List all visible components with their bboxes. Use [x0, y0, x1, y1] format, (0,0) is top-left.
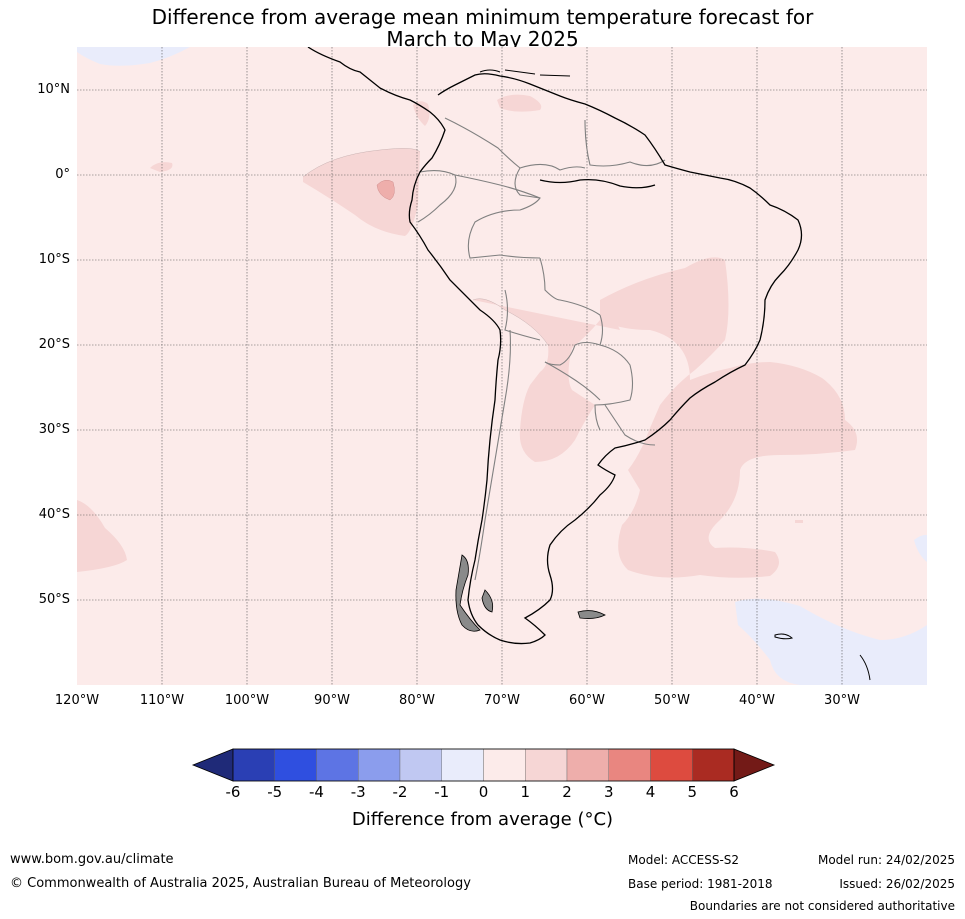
- warm-anomaly-region-caribbean: [497, 94, 542, 112]
- colorbar-tick-label: -1: [434, 783, 450, 801]
- graticule: [77, 47, 927, 685]
- colorbar-segment: [274, 748, 317, 782]
- footer-model: Model: ACCESS-S2: [628, 853, 740, 867]
- colorbar-segment: [650, 748, 693, 782]
- warm-anomaly-region-andes: [473, 298, 620, 462]
- footer-disclaimer: Boundaries are not considered authoritat…: [689, 899, 955, 913]
- colorbar-tick-label: -4: [309, 783, 324, 801]
- footer-model-run: Model run: 24/02/2025: [817, 853, 955, 867]
- warm-anomaly-region: [795, 520, 803, 523]
- longitude-label: 70°W: [484, 693, 520, 708]
- colorbar-segment: [525, 748, 568, 782]
- anomaly-contour: [472, 298, 549, 346]
- country-borders: [417, 117, 666, 581]
- colorbar-frame: [232, 748, 735, 782]
- colorbar-segment: [399, 748, 442, 782]
- colorbar-extend-low: [191, 748, 234, 782]
- colorbar-tick-label: -5: [267, 783, 283, 801]
- longitude-label: 120°W: [54, 693, 100, 708]
- longitude-label: 110°W: [139, 693, 185, 708]
- warm-anomaly-region: [150, 162, 173, 172]
- footer-base-period: Base period: 1981-2018: [628, 877, 773, 891]
- colorbar-segment: [358, 748, 401, 782]
- cool-anomaly-region: [914, 534, 927, 562]
- colorbar-tick-label: 1: [520, 783, 531, 801]
- colorbar-extend-high: [733, 748, 776, 782]
- coastline: [307, 47, 803, 645]
- map-title-line-2: March to May 2025: [386, 27, 579, 51]
- latitude-label: 50°S: [38, 592, 70, 607]
- colorbar-tick-label: -2: [392, 783, 408, 801]
- warm-anomaly-region-southeast-pacific: [77, 500, 127, 572]
- colorbar-tick-label: 5: [687, 783, 698, 801]
- footer-issued: Issued: 26/02/2025: [839, 877, 955, 891]
- warm-anomaly-region-brazil-atlantic: [600, 257, 858, 578]
- latitude-label: 20°S: [38, 337, 70, 352]
- footer-copyright: © Commonwealth of Australia 2025, Austra…: [10, 876, 471, 891]
- colorbar-label: Difference from average (°C): [351, 809, 614, 830]
- strong-warm-anomaly-spot: [376, 179, 395, 201]
- colorbar-segment: [566, 748, 609, 782]
- caribbean-coast: [479, 69, 571, 77]
- cool-anomaly-region: [735, 598, 927, 685]
- colorbar-segment: [232, 748, 275, 782]
- colorbar-segment: [608, 748, 651, 782]
- longitude-label: 90°W: [314, 693, 350, 708]
- longitude-label: 60°W: [569, 693, 605, 708]
- colorbar-tick-label: 0: [478, 783, 489, 801]
- colorbar-tick-label: -6: [225, 783, 241, 801]
- colorbar-segment: [692, 748, 735, 782]
- colorbar-segment: [441, 748, 484, 782]
- colorbar-segment: [483, 748, 526, 782]
- anomaly-contour: [302, 148, 421, 178]
- latitude-label: 40°S: [38, 507, 70, 522]
- colorbar-tick-label: 6: [729, 783, 739, 801]
- longitude-label: 40°W: [739, 693, 775, 708]
- colorbar: [191, 748, 776, 782]
- map-title-line-1: Difference from average mean minimum tem…: [151, 5, 814, 29]
- colorbar-tick-label: 3: [603, 783, 614, 801]
- colorbar-tick-label: -3: [350, 783, 366, 801]
- latitude-label: 10°N: [37, 82, 70, 97]
- cool-anomaly-region: [77, 47, 190, 66]
- patagonia-islands: [455, 554, 606, 632]
- latitude-label: 30°S: [38, 422, 70, 437]
- latitude-label: 10°S: [38, 252, 70, 267]
- longitude-label: 80°W: [399, 693, 435, 708]
- longitude-label: 30°W: [824, 693, 860, 708]
- latitude-label: 0°: [55, 167, 70, 182]
- longitude-label: 50°W: [654, 693, 690, 708]
- islands: [774, 633, 871, 681]
- map-plot-area: [77, 47, 927, 685]
- footer-url[interactable]: www.bom.gov.au/climate: [10, 852, 174, 867]
- colorbar-tick-label: 2: [562, 783, 572, 801]
- longitude-label: 100°W: [224, 693, 270, 708]
- colorbar-segment: [316, 748, 359, 782]
- colorbar-tick-label: 4: [645, 783, 656, 801]
